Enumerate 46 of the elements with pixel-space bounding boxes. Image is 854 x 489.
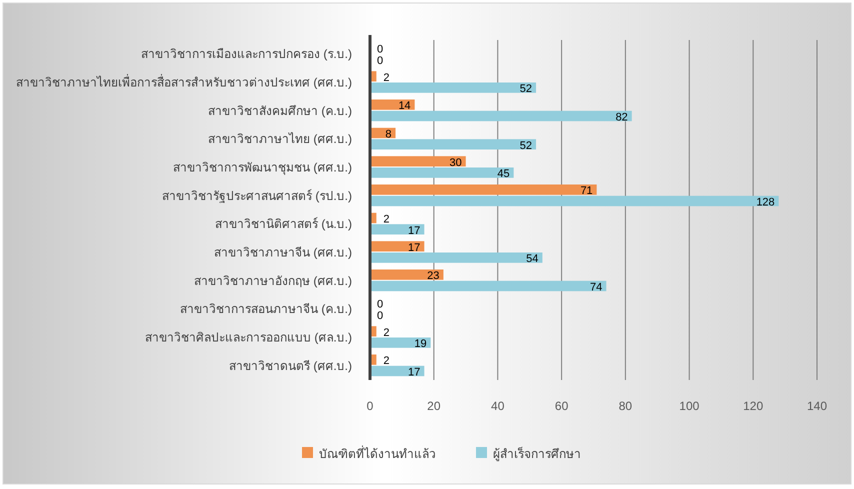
data-label: 2 xyxy=(383,326,390,339)
data-label: 54 xyxy=(526,253,538,266)
x-tick-label: 120 xyxy=(743,399,764,413)
data-label: 17 xyxy=(408,224,420,237)
x-tick-label: 40 xyxy=(491,399,505,413)
data-label: 0 xyxy=(376,44,384,56)
y-tick-label: สาขาวิชาภาษาไทย (ศศ.บ.) xyxy=(208,132,352,146)
data-label: 19 xyxy=(414,338,427,350)
y-tick-label: สาขาวิชาศิลปะและการออกแบบ (ศล.บ.) xyxy=(145,330,352,344)
y-tick-label: สาขาวิชาการสอนภาษาจีน (ค.บ.) xyxy=(180,302,352,316)
data-label: 8 xyxy=(385,128,392,140)
data-label: 17 xyxy=(408,242,420,254)
data-label: 14 xyxy=(398,100,411,112)
data-label: 52 xyxy=(520,140,532,152)
legend-label: บัณฑิตที่ได้งานทำแล้ว xyxy=(319,445,436,461)
data-label: 17 xyxy=(408,366,420,378)
x-tick-label: 20 xyxy=(427,399,441,413)
data-label: 82 xyxy=(616,112,628,124)
data-label: 2 xyxy=(383,214,390,226)
data-label: 45 xyxy=(497,168,510,180)
y-tick-label: สาขาวิชาดนตรี (ศศ.บ.) xyxy=(229,358,352,373)
legend-label: ผู้สำเร็จการศึกษา xyxy=(493,446,581,462)
data-label: 2 xyxy=(383,355,390,368)
y-tick-label: สาขาวิชารัฐประศาสนศาสตร์ (รป.บ.) xyxy=(162,188,352,203)
data-label: 2 xyxy=(383,72,390,84)
y-tick-label: สาขาวิชาการพัฒนาชุมชน (ศศ.บ.) xyxy=(173,160,352,176)
data-label: 52 xyxy=(520,83,532,96)
y-tick-label: สาขาวิชาการเมืองและการปกครอง (ร.บ.) xyxy=(141,47,352,62)
data-label: 23 xyxy=(427,270,440,282)
x-tick-label: 60 xyxy=(554,399,569,413)
x-tick-label: 140 xyxy=(806,399,828,413)
y-tick-label: สาขาวิชาภาษาไทยเพื่อการสื่อสารสำหรับชาวต่างประเทศ (ศศ.บ.) xyxy=(16,74,352,90)
x-tick-label: 0 xyxy=(366,399,374,413)
data-label: 74 xyxy=(590,282,602,294)
data-label: 0 xyxy=(376,310,384,322)
y-tick-label: สาขาวิชาสังคมศึกษา (ค.บ.) xyxy=(208,104,352,118)
data-label: 30 xyxy=(450,156,462,169)
y-tick-label: สาขาวิชาภาษาอังกฤษ (ศศ.บ.) xyxy=(194,274,352,288)
x-tick-label: 80 xyxy=(618,399,632,413)
data-label: 71 xyxy=(580,185,593,198)
y-tick-label: สาขาวิชานิติศาสตร์ (น.บ.) xyxy=(215,217,352,232)
data-label: 0 xyxy=(376,298,384,310)
y-tick-label: สาขาวิชาภาษาจีน (ศศ.บ.) xyxy=(214,246,352,260)
data-label: 128 xyxy=(756,196,775,208)
x-tick-label: 100 xyxy=(679,399,700,413)
data-label: 0 xyxy=(376,54,384,67)
